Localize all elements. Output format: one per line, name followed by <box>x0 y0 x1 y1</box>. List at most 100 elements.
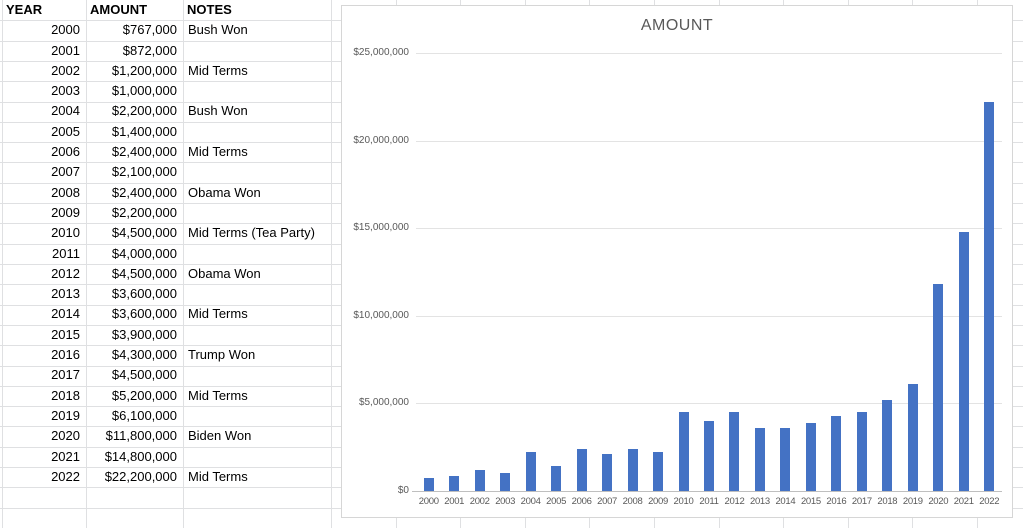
chart-bar[interactable] <box>908 384 918 491</box>
cell-notes[interactable]: Mid Terms <box>188 387 248 403</box>
cell-year[interactable]: 2002 <box>51 62 80 78</box>
cell-notes[interactable] <box>183 122 331 142</box>
cell-amount[interactable]: $767,000 <box>122 22 177 38</box>
cell-notes[interactable]: Mid Terms <box>188 468 248 484</box>
header-amount[interactable]: AMOUNT <box>90 2 148 17</box>
cell-amount[interactable]: $2,400,000 <box>111 184 177 200</box>
cell-year[interactable]: 2012 <box>51 265 80 281</box>
cell-notes[interactable] <box>183 81 331 101</box>
chart-bar[interactable] <box>755 428 765 491</box>
chart-bar[interactable] <box>628 449 638 491</box>
y-axis-tick-label: $0 <box>397 485 409 496</box>
chart-title[interactable]: AMOUNT <box>640 17 714 34</box>
chart-bar[interactable] <box>780 428 790 491</box>
cell-year[interactable]: 2011 <box>52 245 80 261</box>
cell-amount[interactable]: $3,600,000 <box>111 286 177 302</box>
cell-amount[interactable]: $6,100,000 <box>111 407 177 423</box>
cell-year[interactable]: 2016 <box>51 347 80 363</box>
chart-bar[interactable] <box>806 423 816 491</box>
cell-notes[interactable]: Bush Won <box>188 103 248 119</box>
chart-bar[interactable] <box>704 421 714 491</box>
chart-bar[interactable] <box>959 232 969 491</box>
cell-notes[interactable]: Trump Won <box>188 347 256 363</box>
cell-year[interactable]: 2009 <box>51 204 80 220</box>
cell-amount[interactable]: $11,800,000 <box>105 428 177 444</box>
cell-amount[interactable]: $4,500,000 <box>111 225 177 241</box>
cell-amount[interactable]: $1,000,000 <box>111 83 177 99</box>
cell-amount[interactable]: $4,500,000 <box>111 265 177 281</box>
cell-year[interactable]: 2006 <box>51 144 80 160</box>
chart-bar[interactable] <box>475 470 485 491</box>
cell-notes[interactable] <box>183 244 331 264</box>
cell-amount[interactable]: $3,600,000 <box>111 306 177 322</box>
cell-notes[interactable]: Biden Won <box>188 428 252 444</box>
cell-year[interactable]: 2022 <box>51 468 80 484</box>
cell-amount[interactable]: $872,000 <box>122 42 177 58</box>
cell-year[interactable]: 2019 <box>51 407 80 423</box>
cell-year[interactable]: 2008 <box>51 184 80 200</box>
cell-amount[interactable]: $5,200,000 <box>111 387 177 403</box>
chart-bar[interactable] <box>831 416 841 491</box>
cell-year[interactable]: 2005 <box>51 123 80 139</box>
header-year[interactable]: YEAR <box>6 2 43 17</box>
cell-amount[interactable]: $2,100,000 <box>111 164 177 180</box>
cell-year[interactable]: 2004 <box>51 103 80 119</box>
cell-notes[interactable] <box>183 41 331 61</box>
cell-notes[interactable] <box>183 447 331 467</box>
chart-bar[interactable] <box>602 454 612 491</box>
cell-amount[interactable]: $4,000,000 <box>111 245 177 261</box>
chart-bar[interactable] <box>933 284 943 491</box>
cell-year[interactable]: 2010 <box>51 225 80 241</box>
chart-bar[interactable] <box>984 102 994 491</box>
header-notes[interactable]: NOTES <box>187 2 232 17</box>
chart-bar[interactable] <box>679 412 689 491</box>
cell-year[interactable]: 2007 <box>51 164 80 180</box>
chart-bar[interactable] <box>653 452 663 491</box>
cell-notes[interactable] <box>183 365 331 385</box>
chart-bar[interactable] <box>551 466 561 491</box>
cell-year[interactable]: 2001 <box>51 42 80 58</box>
chart-bar[interactable] <box>526 452 536 491</box>
cell-notes[interactable]: Bush Won <box>188 22 248 38</box>
cell-amount[interactable]: $3,900,000 <box>111 326 177 342</box>
cell-year[interactable]: 2014 <box>51 306 80 322</box>
cell-notes[interactable] <box>183 162 331 182</box>
chart-bar[interactable] <box>882 400 892 491</box>
cell-year[interactable]: 2020 <box>51 428 80 444</box>
cell-amount[interactable]: $1,200,000 <box>111 62 177 78</box>
cell-year[interactable]: 2003 <box>51 83 80 99</box>
cell-year[interactable]: 2000 <box>51 22 80 38</box>
cell-year[interactable]: 2013 <box>51 286 80 302</box>
cell-notes[interactable] <box>183 284 331 304</box>
chart-bar[interactable] <box>449 476 459 491</box>
chart-bar[interactable] <box>729 412 739 491</box>
chart-bar[interactable] <box>424 478 434 491</box>
cell-year[interactable]: 2021 <box>51 448 80 464</box>
cell-notes[interactable] <box>183 203 331 223</box>
cell-year[interactable]: 2015 <box>51 326 80 342</box>
cell-notes[interactable]: Mid Terms <box>188 62 248 78</box>
cell-amount[interactable]: $22,200,000 <box>104 468 177 484</box>
cell-amount[interactable]: $4,300,000 <box>111 347 177 363</box>
cell-notes[interactable]: Mid Terms <box>188 144 248 160</box>
cell-year[interactable]: 2018 <box>51 387 80 403</box>
cell-notes[interactable]: Mid Terms (Tea Party) <box>188 225 315 241</box>
cell-amount[interactable]: $2,200,000 <box>111 204 177 220</box>
x-axis-tick-label: 2022 <box>979 496 1000 507</box>
cell-notes[interactable]: Obama Won <box>188 265 261 281</box>
cell-notes[interactable]: Obama Won <box>188 184 261 200</box>
cell-year[interactable]: 2017 <box>51 367 80 383</box>
cell-amount[interactable]: $4,500,000 <box>111 367 177 383</box>
cell-amount[interactable]: $2,400,000 <box>111 144 177 160</box>
x-axis-tick-label: 2002 <box>469 496 490 507</box>
amount-chart[interactable]: AMOUNT $0 $5,000,000 $10,000,000 $15,000,00… <box>341 5 1013 518</box>
cell-amount[interactable]: $14,800,000 <box>104 448 177 464</box>
cell-notes[interactable] <box>183 406 331 426</box>
chart-bar[interactable] <box>577 449 587 491</box>
cell-amount[interactable]: $1,400,000 <box>111 123 177 139</box>
cell-amount[interactable]: $2,200,000 <box>111 103 177 119</box>
cell-notes[interactable] <box>183 325 331 345</box>
chart-bar[interactable] <box>500 473 510 491</box>
cell-notes[interactable]: Mid Terms <box>188 306 248 322</box>
chart-bar[interactable] <box>857 412 867 491</box>
